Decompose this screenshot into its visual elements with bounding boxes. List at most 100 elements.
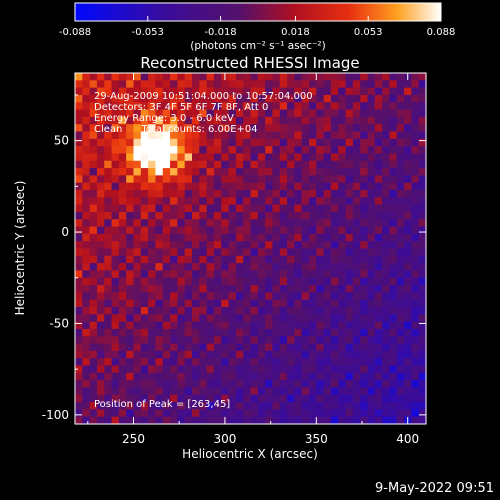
heatmap-cell <box>352 197 361 206</box>
heatmap-cell <box>162 102 171 111</box>
heatmap-cell <box>104 255 113 264</box>
heatmap-cell <box>323 80 332 89</box>
heatmap-cell <box>75 292 83 301</box>
heatmap-cell <box>170 307 178 315</box>
heatmap-cell <box>111 138 120 147</box>
heatmap-cell <box>177 387 186 396</box>
heatmap-cell <box>184 182 193 191</box>
heatmap-cell <box>184 394 193 403</box>
heatmap-cell <box>352 233 361 242</box>
heatmap-cell <box>301 190 310 198</box>
heatmap-cell <box>228 394 237 403</box>
heatmap-cell <box>287 138 295 147</box>
heatmap-cell <box>330 241 339 250</box>
heatmap-cell <box>294 328 303 337</box>
heatmap-cell <box>148 263 157 272</box>
heatmap-cell <box>184 175 193 184</box>
heatmap-cell <box>367 87 376 96</box>
heatmap-cell <box>199 263 208 272</box>
heatmap-cell <box>199 321 208 330</box>
heatmap-cell <box>199 211 208 220</box>
heatmap-cell <box>316 409 325 418</box>
heatmap-cell <box>235 299 244 308</box>
heatmap-cell <box>345 153 354 162</box>
heatmap-cell <box>367 190 376 198</box>
heatmap-cell <box>118 160 127 169</box>
heatmap-cell <box>330 255 339 264</box>
heatmap-cell <box>177 299 186 308</box>
heatmap-cell <box>89 190 98 198</box>
heatmap-cell <box>309 109 317 118</box>
heatmap-cell <box>206 168 215 176</box>
heatmap-cell <box>148 321 157 330</box>
heatmap-cell <box>82 402 91 410</box>
heatmap-cell <box>257 138 266 147</box>
heatmap-cell <box>133 263 142 272</box>
heatmap-cell <box>257 204 266 213</box>
heatmap-cell <box>155 146 164 155</box>
heatmap-cell <box>96 124 105 133</box>
heatmap-cell <box>374 402 383 410</box>
heatmap-cell <box>287 102 295 111</box>
heatmap-cell <box>118 380 127 389</box>
heatmap-cell <box>404 219 412 228</box>
heatmap-cell <box>111 372 120 381</box>
heatmap-cell <box>111 270 120 279</box>
heatmap-cell <box>75 211 83 220</box>
heatmap-cell <box>316 380 325 389</box>
heatmap-cell <box>287 204 295 213</box>
heatmap-cell <box>133 248 142 257</box>
heatmap-cell <box>382 102 391 111</box>
heatmap-cell <box>118 277 127 286</box>
heatmap-cell <box>367 292 376 301</box>
heatmap-cell <box>396 153 405 162</box>
heatmap-cell <box>228 73 237 81</box>
heatmap-cell <box>352 277 361 286</box>
heatmap-cell <box>294 190 303 198</box>
heatmap-cell <box>323 138 332 147</box>
heatmap-cell <box>330 102 339 111</box>
heatmap-cell <box>206 380 215 389</box>
heatmap-cell <box>367 116 376 125</box>
heatmap-cell <box>235 73 244 81</box>
heatmap-cell <box>82 233 91 242</box>
heatmap-cell <box>382 146 391 155</box>
heatmap-cell <box>213 270 222 279</box>
heatmap-cell <box>301 314 310 323</box>
heatmap-cell <box>170 380 178 389</box>
heatmap-cell <box>133 182 142 191</box>
heatmap-cell <box>338 409 347 418</box>
heatmap-cell <box>155 292 164 301</box>
heatmap-cell <box>243 124 252 133</box>
heatmap-cell <box>96 182 105 191</box>
heatmap-cell <box>330 175 339 184</box>
heatmap-cell <box>287 416 295 425</box>
heatmap-cell <box>228 241 237 250</box>
heatmap-cell <box>243 409 252 418</box>
heatmap-cell <box>404 153 412 162</box>
heatmap-cell <box>192 328 200 337</box>
heatmap-cell <box>389 153 398 162</box>
heatmap-cell <box>287 226 295 235</box>
heatmap-cell <box>330 182 339 191</box>
heatmap-cell <box>374 394 383 403</box>
heatmap-cell <box>133 211 142 220</box>
heatmap-cell <box>382 358 391 367</box>
heatmap-cell <box>221 168 230 176</box>
heatmap-cell <box>418 365 427 374</box>
heatmap-cell <box>111 343 120 352</box>
heatmap-cell <box>206 394 215 403</box>
heatmap-cell <box>170 270 178 279</box>
heatmap-cell <box>89 314 98 323</box>
heatmap-cell <box>192 131 200 140</box>
heatmap-cell <box>118 372 127 381</box>
heatmap-cell <box>184 328 193 337</box>
heatmap-cell <box>294 409 303 418</box>
heatmap-cell <box>352 372 361 381</box>
heatmap-cell <box>118 248 127 257</box>
heatmap-cell <box>330 73 339 81</box>
heatmap-cell <box>404 80 412 89</box>
heatmap-cell <box>118 314 127 323</box>
heatmap-cell <box>221 175 230 184</box>
heatmap-cell <box>272 292 281 301</box>
